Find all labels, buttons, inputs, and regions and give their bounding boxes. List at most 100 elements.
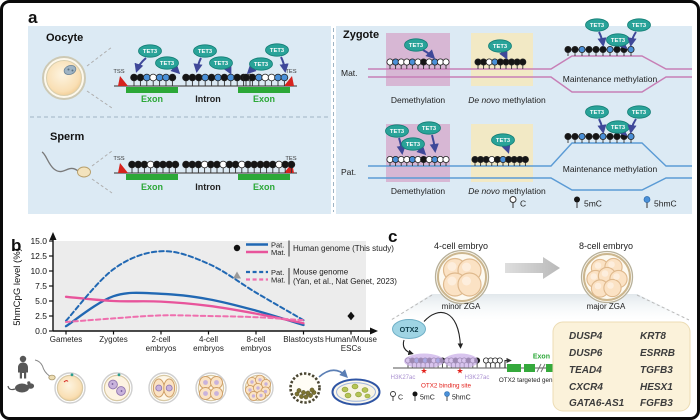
lollipop-circle: [219, 160, 228, 169]
legend-mat-label: Mat.: [271, 276, 286, 285]
tet3-badge: TET3: [134, 44, 162, 73]
lollipop-circle: [627, 132, 635, 140]
tet3-arrow: [134, 57, 147, 73]
x-category-line: embryos: [241, 344, 272, 353]
lollipop-circle: [233, 73, 242, 82]
otx2-arrow-left: [402, 339, 414, 356]
h3k27ac-label: H3K27ac: [391, 375, 416, 381]
lollipop-circle: [194, 160, 203, 169]
exon-label: Exon: [253, 94, 275, 104]
tet3-badge: TET3: [585, 105, 609, 135]
mouse-marker-triangle: [233, 271, 241, 279]
intron-label: Intron: [195, 94, 221, 104]
legend-pat-label: Pat.: [271, 241, 284, 250]
gene-name: DUSP6: [569, 348, 603, 359]
lollipop-row: [242, 73, 289, 86]
tet3-badge: TET3: [627, 18, 651, 48]
lollipop-circle: [287, 160, 296, 169]
otx2-binding-site-label: OTX2 binding site: [421, 383, 472, 390]
lollipop-circle: [159, 160, 167, 169]
chart-series-line: [64, 295, 305, 325]
tet3-label: TET3: [422, 126, 437, 132]
human-icon: [18, 355, 28, 379]
legend-5mc-label: 5mC: [420, 395, 435, 402]
y-axis-arrow: [49, 232, 57, 240]
lollipop-circle: [207, 160, 215, 169]
eight-cell-embryo-title: 8-cell embryo: [579, 241, 633, 251]
tet3-label: TET3: [632, 110, 647, 116]
tet3-oval: [385, 124, 409, 138]
projection-dash-left: [390, 294, 433, 321]
legend-c-label: C: [398, 395, 403, 402]
oocyte-gene-track: TSS TES Exon Intron Exon: [113, 69, 297, 104]
lollipop-circle: [244, 160, 252, 169]
lollipop-circle: [599, 132, 607, 140]
h3k27ac-blob: [444, 353, 478, 369]
y-tick-label: 7.5: [35, 281, 47, 291]
gene-name: TGFB3: [640, 365, 673, 376]
x-category-line: Gametes: [50, 335, 82, 344]
pat-demethylation-label: Demethylation: [391, 186, 446, 196]
chart-series-line: [64, 291, 305, 328]
legend-mouse-label-2: (Yan, et al., Nat Genet, 2023): [293, 277, 397, 286]
lollipop-circle: [130, 73, 138, 82]
lollipop-circle: [442, 155, 450, 163]
tet3-oval: [249, 57, 273, 71]
otx2-targeted-genes-label: OTX2 targeted genes: [499, 377, 559, 384]
tss-triangle: [118, 163, 128, 173]
lollipop-circle: [267, 73, 276, 82]
lollipop-circle: [162, 73, 170, 82]
y-tick-label: 12.5: [30, 251, 47, 261]
tet3-oval: [265, 43, 289, 57]
minor-zga-label: minor ZGA: [442, 302, 481, 311]
sperm-title: Sperm: [50, 131, 84, 143]
lollipop-circle: [248, 73, 257, 82]
x-category-line: Zygotes: [99, 335, 127, 344]
panel-c-label: c: [388, 227, 397, 246]
tet3-badge: TET3: [627, 105, 651, 135]
tet3-oval: [627, 18, 651, 32]
tet3-label: TET3: [143, 49, 158, 55]
lollipop-circle: [585, 46, 593, 54]
exon-bar: [238, 174, 290, 180]
break-slash: [536, 363, 542, 373]
tet3-badge: TET3: [385, 124, 409, 156]
mat-maintenance-label: Maintenance methylation: [563, 74, 658, 84]
tet3-oval: [585, 105, 609, 119]
gene-name: FGFB3: [640, 398, 673, 409]
x-category-line: Blastocysts: [283, 335, 323, 344]
lollipop-row: [244, 160, 296, 173]
tet3-label: TET3: [160, 61, 175, 67]
intron-label: Intron: [195, 182, 221, 192]
four-cell-icon: [195, 372, 227, 404]
lollipop-circle: [134, 160, 143, 169]
tss-label: TSS: [113, 156, 124, 162]
methylation-rest: methylation: [500, 95, 546, 105]
oocyte-icon: [42, 56, 86, 100]
lollipop-circle: [195, 73, 203, 82]
tet3-label: TET3: [406, 142, 421, 148]
lollipop-circle: [188, 73, 197, 82]
gene-name: DUSP4: [569, 331, 603, 342]
lollipop-circle: [238, 160, 246, 169]
esc-diamond-marker: [347, 311, 355, 321]
tet3-arrow: [193, 57, 203, 74]
tet3-oval: [488, 39, 512, 53]
binding-site-star: ★: [456, 367, 463, 376]
lollipop-row: [386, 155, 450, 166]
y-tick-label: 5.0: [35, 296, 47, 306]
mat-demethylation-label: Demethylation: [391, 95, 446, 105]
x-category-line: embryos: [146, 344, 177, 353]
x-category-label: 2-cell embryos: [146, 335, 177, 353]
pat-label: Pat.: [341, 167, 356, 177]
otx2-oval: [392, 319, 426, 339]
lollipop-circle: [564, 46, 572, 54]
plot-area: [53, 241, 366, 331]
lollipop-circle: [578, 132, 586, 140]
pat-denovo-label: De novo methylation: [468, 186, 546, 196]
gene-name: HESX1: [640, 382, 673, 393]
chart-legend: Pat. Mat. Human genome (This study) Pat.…: [233, 240, 397, 286]
zygote-title: Zygote: [343, 29, 379, 41]
